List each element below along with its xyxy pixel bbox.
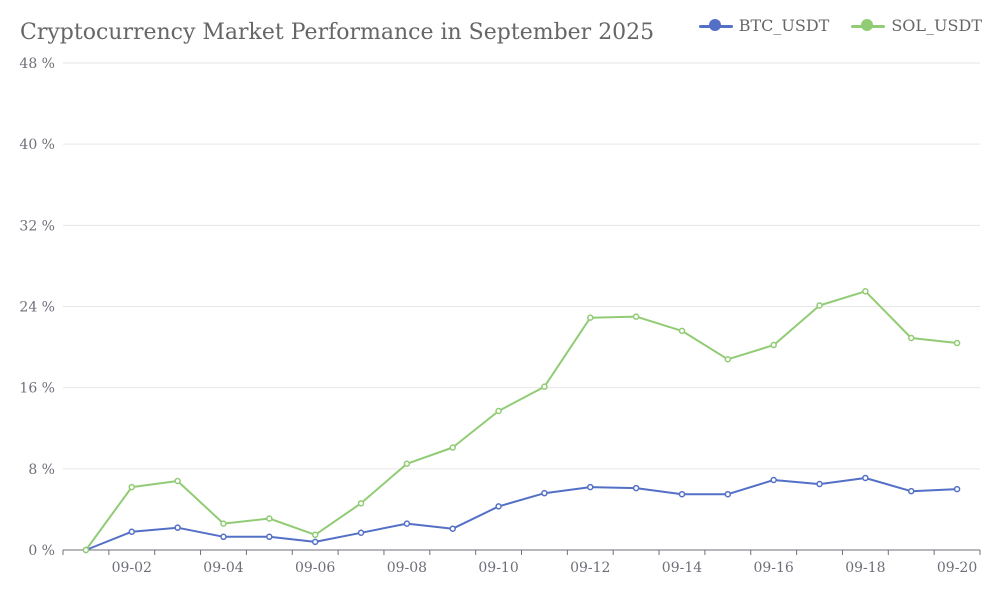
data-point-sol_usdt: [495, 407, 502, 415]
data-point-btc_usdt: [907, 487, 915, 495]
x-tick-label: 09-16: [753, 560, 793, 576]
y-tick-label: 0 %: [28, 543, 55, 559]
data-point-sol_usdt: [220, 520, 227, 527]
x-tick-label: 09-18: [845, 560, 885, 576]
x-tick-label: 09-14: [662, 560, 702, 576]
y-tick-label: 48 %: [19, 56, 55, 72]
x-tick-label: 09-20: [937, 560, 977, 576]
data-point-btc_usdt: [587, 483, 594, 491]
data-point-btc_usdt: [311, 538, 319, 546]
y-tick-label: 32 %: [19, 218, 55, 234]
legend-label-btc: BTC_USDT: [738, 16, 830, 35]
y-tick-label: 24 %: [19, 300, 55, 316]
x-tick-label: 09-06: [295, 560, 335, 576]
series-line-btc_usdt: [85, 477, 958, 551]
data-point-sol_usdt: [816, 302, 823, 309]
data-point-btc_usdt: [862, 474, 869, 482]
legend-label-sol: SOL_USDT: [891, 16, 982, 35]
x-tick-label: 09-02: [112, 560, 152, 576]
data-point-sol_usdt: [541, 383, 548, 390]
data-point-sol_usdt: [724, 356, 732, 363]
data-point-sol_usdt: [770, 341, 777, 349]
data-point-btc_usdt: [174, 524, 181, 531]
data-point-btc_usdt: [128, 528, 136, 535]
chart-title: Cryptocurrency Market Performance in Sep…: [20, 20, 655, 45]
x-tick-label: 09-08: [387, 560, 427, 576]
data-point-sol_usdt: [587, 314, 594, 321]
x-tick-label: 09-12: [570, 560, 610, 576]
series-line-sol_usdt: [85, 290, 958, 551]
data-point-sol_usdt: [449, 444, 456, 451]
data-point-sol_usdt: [357, 500, 365, 507]
data-point-sol_usdt: [266, 515, 273, 522]
legend-item-btc[interactable]: BTC_USDT: [698, 16, 830, 35]
data-point-btc_usdt: [357, 529, 365, 537]
y-tick-label: 40 %: [19, 137, 55, 153]
data-point-btc_usdt: [816, 480, 823, 488]
data-point-sol_usdt: [128, 483, 136, 491]
legend-swatch-sol: [851, 18, 886, 33]
data-point-sol_usdt: [953, 339, 961, 347]
data-point-sol_usdt: [82, 546, 90, 554]
data-point-btc_usdt: [495, 503, 502, 510]
x-tick-label: 09-10: [478, 560, 518, 576]
data-point-btc_usdt: [953, 485, 961, 493]
legend-dot-btc: [708, 18, 721, 31]
legend-item-sol[interactable]: SOL_USDT: [851, 16, 982, 35]
legend: BTC_USDT SOL_USDT: [698, 16, 982, 35]
y-tick-label: 16 %: [19, 381, 55, 397]
x-tick-label: 09-04: [203, 560, 243, 576]
data-point-btc_usdt: [403, 520, 411, 527]
y-tick-label: 8 %: [28, 462, 55, 478]
data-point-sol_usdt: [907, 334, 915, 342]
data-point-btc_usdt: [724, 490, 732, 498]
data-point-btc_usdt: [632, 484, 640, 492]
legend-swatch-btc: [698, 18, 733, 33]
data-point-sol_usdt: [678, 327, 686, 335]
data-point-btc_usdt: [678, 490, 686, 498]
data-point-btc_usdt: [449, 525, 456, 532]
data-point-btc_usdt: [541, 489, 548, 497]
data-point-sol_usdt: [862, 288, 869, 295]
legend-dot-sol: [861, 18, 874, 31]
data-point-sol_usdt: [403, 460, 411, 468]
data-point-btc_usdt: [266, 533, 273, 541]
data-point-btc_usdt: [770, 476, 777, 484]
data-point-sol_usdt: [632, 313, 640, 320]
data-point-sol_usdt: [174, 477, 181, 485]
data-point-btc_usdt: [220, 533, 227, 541]
data-point-sol_usdt: [311, 531, 319, 539]
